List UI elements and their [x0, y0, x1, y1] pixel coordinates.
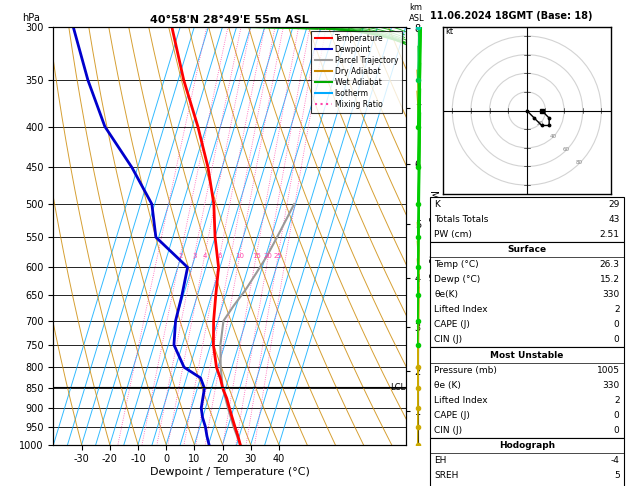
X-axis label: Dewpoint / Temperature (°C): Dewpoint / Temperature (°C)	[150, 467, 309, 477]
Text: 2: 2	[178, 253, 182, 259]
Text: 60: 60	[562, 147, 569, 152]
Text: 25: 25	[274, 253, 282, 259]
Text: 2: 2	[614, 396, 620, 405]
Text: Dewp (°C): Dewp (°C)	[434, 275, 481, 284]
Text: Pressure (mb): Pressure (mb)	[434, 365, 497, 375]
Text: 40: 40	[549, 134, 557, 139]
Text: hPa: hPa	[22, 13, 40, 22]
Title: 40°58'N 28°49'E 55m ASL: 40°58'N 28°49'E 55m ASL	[150, 15, 309, 25]
Text: 0: 0	[614, 411, 620, 420]
Text: 20: 20	[537, 121, 543, 126]
Text: 0: 0	[614, 426, 620, 435]
Text: 20: 20	[264, 253, 273, 259]
Text: LCL: LCL	[390, 383, 405, 392]
Text: 2: 2	[614, 305, 620, 314]
Text: Temp (°C): Temp (°C)	[434, 260, 479, 269]
Text: kt: kt	[445, 27, 453, 36]
Text: 3: 3	[192, 253, 197, 259]
Text: CAPE (J): CAPE (J)	[434, 411, 470, 420]
Text: SREH: SREH	[434, 471, 459, 480]
Text: 1005: 1005	[596, 365, 620, 375]
Legend: Temperature, Dewpoint, Parcel Trajectory, Dry Adiabat, Wet Adiabat, Isotherm, Mi: Temperature, Dewpoint, Parcel Trajectory…	[311, 31, 402, 113]
Text: CIN (J): CIN (J)	[434, 335, 462, 345]
Text: © weatheronline.co.uk: © weatheronline.co.uk	[467, 472, 564, 481]
Text: 15.2: 15.2	[599, 275, 620, 284]
Text: θe(K): θe(K)	[434, 290, 458, 299]
Text: 5: 5	[614, 471, 620, 480]
Text: 4: 4	[203, 253, 207, 259]
Text: 15: 15	[252, 253, 260, 259]
Text: Hodograph: Hodograph	[499, 441, 555, 450]
Text: Most Unstable: Most Unstable	[490, 350, 564, 360]
Text: 43: 43	[608, 215, 620, 224]
Text: Totals Totals: Totals Totals	[434, 215, 488, 224]
Text: 0: 0	[614, 320, 620, 330]
Text: 330: 330	[603, 381, 620, 390]
Text: 10: 10	[235, 253, 244, 259]
Text: EH: EH	[434, 456, 447, 465]
Text: CAPE (J): CAPE (J)	[434, 320, 470, 330]
Text: 0: 0	[614, 335, 620, 345]
Text: km
ASL: km ASL	[409, 3, 425, 22]
Text: 330: 330	[603, 290, 620, 299]
Text: 6: 6	[218, 253, 222, 259]
Text: Lifted Index: Lifted Index	[434, 396, 487, 405]
Text: θe (K): θe (K)	[434, 381, 461, 390]
Text: 29: 29	[608, 200, 620, 209]
Text: Surface: Surface	[507, 245, 547, 254]
Text: 2.51: 2.51	[599, 230, 620, 239]
Text: CIN (J): CIN (J)	[434, 426, 462, 435]
Text: 26.3: 26.3	[599, 260, 620, 269]
Text: PW (cm): PW (cm)	[434, 230, 472, 239]
Text: K: K	[434, 200, 440, 209]
Text: 80: 80	[576, 160, 582, 165]
Text: Lifted Index: Lifted Index	[434, 305, 487, 314]
Y-axis label: Mixing Ratio (g/kg): Mixing Ratio (g/kg)	[428, 190, 438, 282]
Text: -4: -4	[611, 456, 620, 465]
Text: 11.06.2024 18GMT (Base: 18): 11.06.2024 18GMT (Base: 18)	[430, 11, 592, 21]
